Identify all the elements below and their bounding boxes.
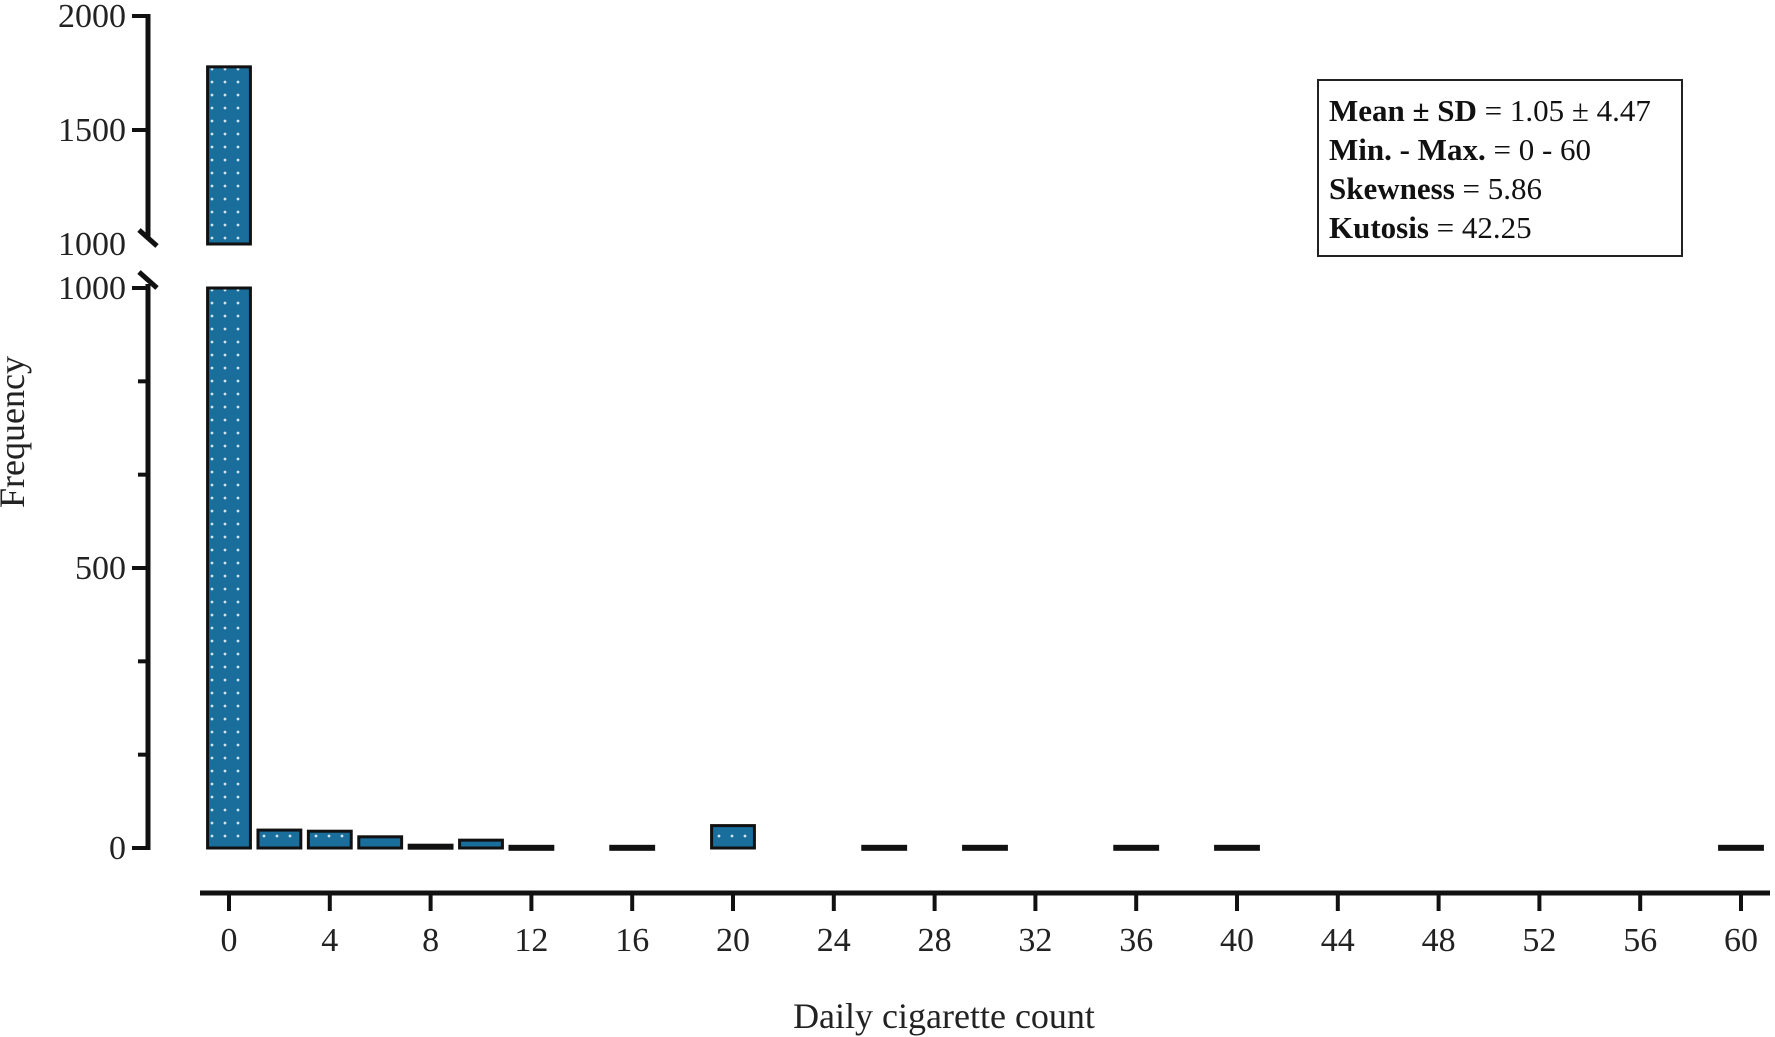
bar-36 <box>1113 844 1160 851</box>
x-tick-label-60: 60 <box>1724 922 1758 959</box>
x-tick-label-4: 4 <box>321 922 338 959</box>
bar-20 <box>710 824 756 850</box>
bar-40 <box>1214 844 1260 851</box>
x-axis-title: Daily cigarette count <box>793 996 1095 1036</box>
bar-4 <box>306 829 353 850</box>
stat-min-max-label: Min. - Max. <box>1329 132 1486 167</box>
bar-2 <box>256 828 303 850</box>
x-tick-label-20: 20 <box>716 922 750 959</box>
y-tick-label-upper-1000: 1000 <box>58 226 126 263</box>
bar-60 <box>1718 844 1764 851</box>
stat-skewness-value: 5.86 <box>1487 171 1542 206</box>
stat-kurtosis-label: Kutosis <box>1329 210 1429 245</box>
y-tick-label-lower-0: 0 <box>109 830 126 867</box>
bar-8 <box>407 843 454 850</box>
stat-mean-sd: Mean ± SD = 1.05 ± 4.47 <box>1329 93 1651 128</box>
stat-skewness: Skewness = 5.86 <box>1329 171 1542 206</box>
y-tick-label-lower-500: 500 <box>75 550 126 587</box>
x-tick-label-16: 16 <box>615 922 649 959</box>
x-tick-label-0: 0 <box>221 922 238 959</box>
bars <box>206 65 1764 851</box>
bar-10 <box>458 838 504 850</box>
y-axis-title: Frequency <box>0 356 32 508</box>
x-tick-label-52: 52 <box>1522 922 1556 959</box>
y-tick-label-upper-1500: 1500 <box>58 112 126 149</box>
summary-statistics-box: Mean ± SD = 1.05 ± 4.47 Min. - Max. = 0 … <box>1317 79 1683 257</box>
bar-0-lower <box>206 286 252 850</box>
y-tick-label-upper-2000: 2000 <box>58 0 126 35</box>
x-tick-label-48: 48 <box>1422 922 1456 959</box>
ticks: 0 4 8 12 16 20 24 28 32 36 40 44 48 52 56 6005001000100… <box>58 0 1758 959</box>
x-tick-label-8: 8 <box>422 922 439 959</box>
stat-kurtosis: Kutosis = 42.25 <box>1329 210 1532 245</box>
x-tick-label-32: 32 <box>1018 922 1052 959</box>
bar-12 <box>508 844 555 851</box>
bar-16 <box>609 844 656 851</box>
bar-0-upper <box>206 65 252 246</box>
x-tick-label-28: 28 <box>918 922 952 959</box>
bar-30 <box>962 844 1008 851</box>
y-tick-label-lower-1000: 1000 <box>58 270 126 307</box>
x-tick-label-24: 24 <box>817 922 851 959</box>
x-tick-label-40: 40 <box>1220 922 1254 959</box>
stat-skewness-label: Skewness <box>1329 171 1455 206</box>
bar-26 <box>861 844 908 851</box>
x-tick-label-44: 44 <box>1321 922 1355 959</box>
stat-min-max: Min. - Max. = 0 - 60 <box>1329 132 1592 167</box>
stat-mean-sd-label: Mean ± SD <box>1329 93 1477 128</box>
x-tick-label-12: 12 <box>514 922 548 959</box>
axis-break-mark-upper <box>137 228 159 248</box>
bar-6 <box>357 835 404 850</box>
x-tick-label-56: 56 <box>1623 922 1657 959</box>
axis-break-mark-lower <box>137 270 159 290</box>
stat-mean-sd-value: 1.05 ± 4.47 <box>1509 93 1651 128</box>
x-tick-label-36: 36 <box>1119 922 1153 959</box>
stat-min-max-value: 0 - 60 <box>1518 132 1592 167</box>
stat-kurtosis-value: 42.25 <box>1461 210 1532 245</box>
